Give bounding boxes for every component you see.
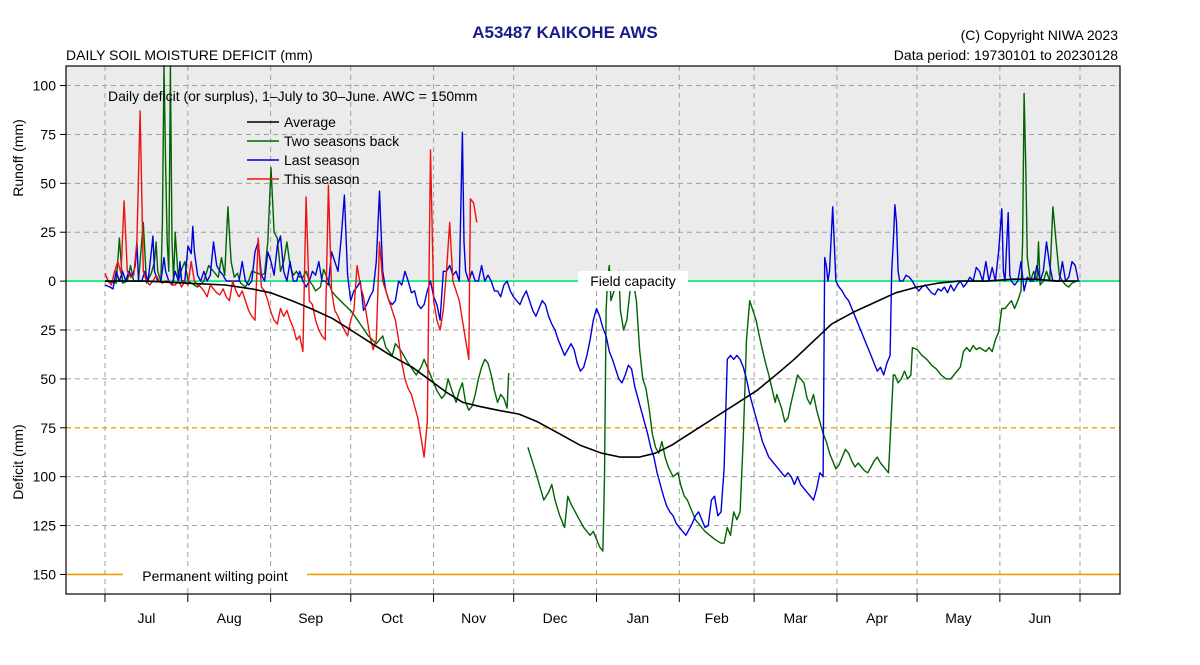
y-tick-label: 100: [33, 78, 57, 94]
x-tick-label: Oct: [381, 610, 403, 626]
legend-label-last-season: Last season: [284, 152, 360, 168]
x-tick-label: Mar: [783, 610, 807, 626]
x-tick-label: Dec: [543, 610, 568, 626]
x-tick-label: Aug: [217, 610, 242, 626]
chart-subtitle: DAILY SOIL MOISTURE DEFICIT (mm): [66, 47, 313, 63]
series-line-two-seasons-back: [104, 65, 510, 411]
legend-label-average: Average: [284, 114, 336, 130]
series-line-last-season: [104, 131, 1080, 536]
series-line-two-seasons-back: [527, 92, 1080, 552]
legend: Average Two seasons back Last season Thi…: [247, 114, 400, 187]
chart-title: A53487 KAIKOHE AWS: [472, 23, 657, 42]
legend-label-this-season: This season: [284, 171, 359, 187]
x-tick-label: Feb: [705, 610, 729, 626]
y-tick-label: 50: [40, 371, 56, 387]
y-tick-label: 25: [40, 224, 56, 240]
y-tick-label: 150: [33, 566, 57, 582]
x-tick-label: Apr: [866, 610, 888, 626]
x-tick-label: Jul: [137, 610, 155, 626]
y-tick-label: 125: [33, 518, 57, 534]
y-axis-title-runoff: Runoff (mm): [10, 119, 26, 197]
legend-label-two-seasons-back: Two seasons back: [284, 133, 400, 149]
data-period-text: Data period: 19730101 to 20230128: [894, 47, 1118, 63]
copyright-text: (C) Copyright NIWA 2023: [961, 27, 1119, 43]
y-tick-label: 75: [40, 126, 56, 142]
y-tick-label: 50: [40, 175, 56, 191]
y-tick-label: 0: [48, 273, 56, 289]
runoff-region: [66, 66, 1120, 282]
y-tick-label: 25: [40, 322, 56, 338]
x-tick-label: Sep: [298, 610, 323, 626]
series-line-average: [105, 278, 1078, 458]
axes: 100 75 50 25 0 25 50 75 100 125 150 Jul Aug Sep Oct Nov…: [33, 78, 1081, 626]
field-capacity-label: Field capacity: [590, 273, 676, 289]
y-tick-label: 75: [40, 420, 56, 436]
y-tick-label: 100: [33, 469, 57, 485]
wilting-point-label: Permanent wilting point: [142, 568, 288, 584]
y-axis-title-deficit: Deficit (mm): [10, 424, 26, 499]
x-tick-label: Jan: [627, 610, 650, 626]
x-tick-label: Nov: [461, 610, 486, 626]
field-capacity-label-bg: [578, 271, 688, 291]
x-tick-label: Jun: [1029, 610, 1052, 626]
x-tick-label: May: [945, 610, 971, 626]
series-lines: [104, 65, 1080, 552]
chart-note: Daily deficit (or surplus), 1–July to 30…: [108, 88, 477, 104]
wilting-point-label-bg: [123, 566, 307, 586]
